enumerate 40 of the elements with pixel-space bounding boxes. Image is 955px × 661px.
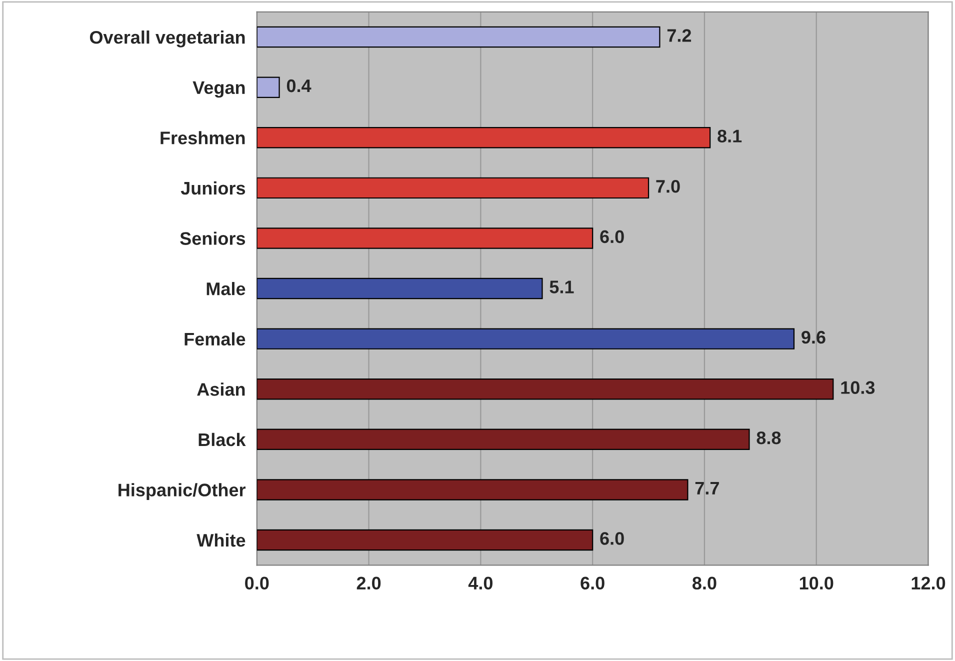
- bar: [256, 378, 834, 400]
- x-tick-label: 12.0: [912, 576, 946, 590]
- y-tick-label: Freshmen: [160, 131, 245, 144]
- y-tick-label: Black: [198, 432, 246, 446]
- data-label: 10.3: [841, 381, 875, 394]
- data-label: 8.1: [718, 130, 742, 142]
- bar: [256, 328, 795, 350]
- y-tick-label: Asian: [197, 382, 245, 396]
- data-label: 6.0: [600, 230, 624, 244]
- data-label: 7.2: [667, 29, 692, 42]
- x-tick-label: 10.0: [800, 576, 834, 590]
- bar: [256, 428, 750, 450]
- x-tick-label: 4.0: [468, 576, 492, 590]
- bar: [256, 127, 711, 148]
- x-tick-label: 6.0: [580, 576, 604, 590]
- y-tick-label: Hispanic/Other: [118, 483, 246, 500]
- x-tick-label: 8.0: [692, 576, 716, 590]
- y-tick-label: White: [196, 533, 246, 547]
- bar: [256, 529, 594, 551]
- x-tick-label: 2.0: [356, 576, 381, 590]
- x-tick-label: 0.0: [245, 576, 269, 590]
- bar: [256, 177, 650, 199]
- data-label: 7.0: [656, 180, 680, 193]
- y-tick-label: Seniors: [180, 232, 246, 245]
- y-tick-label: Female: [184, 332, 246, 346]
- data-label: 9.6: [802, 330, 826, 344]
- data-label: 7.7: [695, 482, 719, 494]
- data-label: 6.0: [600, 532, 624, 545]
- data-label: 5.1: [550, 280, 574, 294]
- data-label: 8.8: [756, 431, 781, 444]
- bar: [256, 228, 594, 249]
- y-tick-label: Juniors: [180, 181, 246, 195]
- data-label: 0.4: [286, 79, 312, 92]
- bar: [256, 76, 280, 98]
- bar: [256, 26, 660, 48]
- y-tick-label: Overall vegetarian: [90, 30, 245, 48]
- y-tick-label: Vegan: [192, 81, 245, 98]
- bar: [256, 278, 543, 300]
- bar: [256, 479, 688, 500]
- y-tick-label: Male: [206, 282, 246, 296]
